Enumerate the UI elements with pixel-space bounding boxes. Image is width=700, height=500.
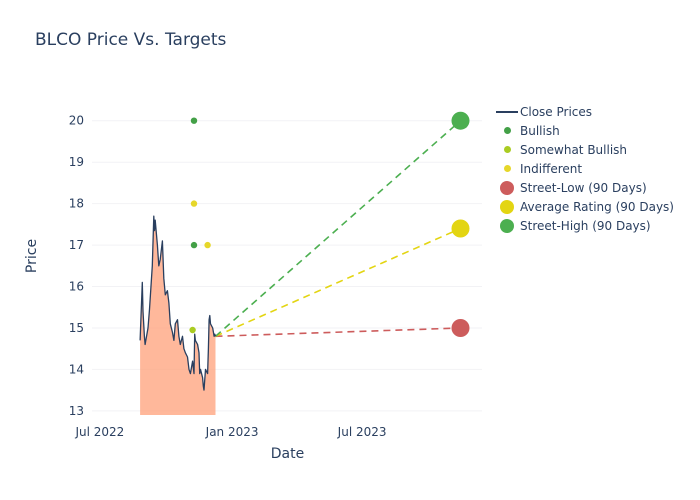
legend-label: Street-Low (90 Days) [520, 180, 647, 195]
legend: Close Prices Bullish Somewhat Bullish Indif… [494, 102, 674, 235]
x-axis-label: Date [270, 446, 305, 462]
line-swatch-icon [494, 110, 520, 113]
legend-item-average-rating-90-days[interactable]: Average Rating (90 Days) [494, 197, 674, 216]
y-tick-label: 14 [69, 362, 84, 376]
y-axis-label: Price [24, 238, 40, 274]
dot-swatch-icon [494, 127, 520, 134]
x-tick-label: Jul 2022 [74, 425, 124, 439]
target-marker[interactable] [451, 319, 470, 337]
dot-swatch-icon [494, 180, 520, 195]
y-tick-label: 18 [69, 197, 84, 211]
legend-label: Close Prices [520, 104, 593, 119]
legend-item-bullish[interactable]: Bullish [494, 121, 674, 140]
legend-label: Bullish [520, 123, 560, 138]
legend-label: Indifferent [520, 161, 583, 176]
legend-item-indifferent[interactable]: Indifferent [494, 159, 674, 178]
target-marker[interactable] [451, 111, 470, 130]
target-projection-line [214, 120, 462, 337]
legend-item-somewhat-bullish[interactable]: Somewhat Bullish [494, 140, 674, 159]
x-tick-label: Jan 2023 [205, 425, 259, 439]
legend-item-close-prices[interactable]: Close Prices [494, 102, 674, 121]
target-projection-line [215, 327, 461, 338]
rating-dot[interactable] [190, 117, 198, 124]
target-projection-line [215, 227, 461, 338]
dot-swatch-icon [494, 199, 520, 214]
y-tick-label: 19 [69, 155, 84, 169]
legend-item-street-high-90-days[interactable]: Street-High (90 Days) [494, 216, 674, 235]
close-prices-line [139, 215, 217, 391]
legend-item-street-low-90-days[interactable]: Street-Low (90 Days) [494, 178, 674, 197]
y-tick-label: 20 [69, 114, 84, 128]
legend-label: Average Rating (90 Days) [520, 199, 674, 214]
y-tick-label: 16 [69, 280, 84, 294]
dot-swatch-icon [494, 218, 520, 233]
y-tick-label: 15 [69, 321, 84, 335]
dot-swatch-icon [494, 146, 520, 153]
x-tick-label: Jul 2023 [337, 425, 387, 439]
legend-label: Street-High (90 Days) [520, 218, 651, 233]
dot-swatch-icon [494, 165, 520, 172]
rating-dot[interactable] [190, 241, 198, 249]
rating-dot[interactable] [190, 200, 198, 207]
legend-label: Somewhat Bullish [520, 142, 628, 157]
rating-dot[interactable] [204, 241, 211, 249]
chart-title: BLCO Price Vs. Targets [35, 30, 227, 50]
y-tick-label: 17 [69, 238, 84, 252]
target-marker[interactable] [451, 219, 470, 238]
rating-dot[interactable] [189, 326, 196, 334]
y-tick-label: 13 [69, 404, 84, 418]
